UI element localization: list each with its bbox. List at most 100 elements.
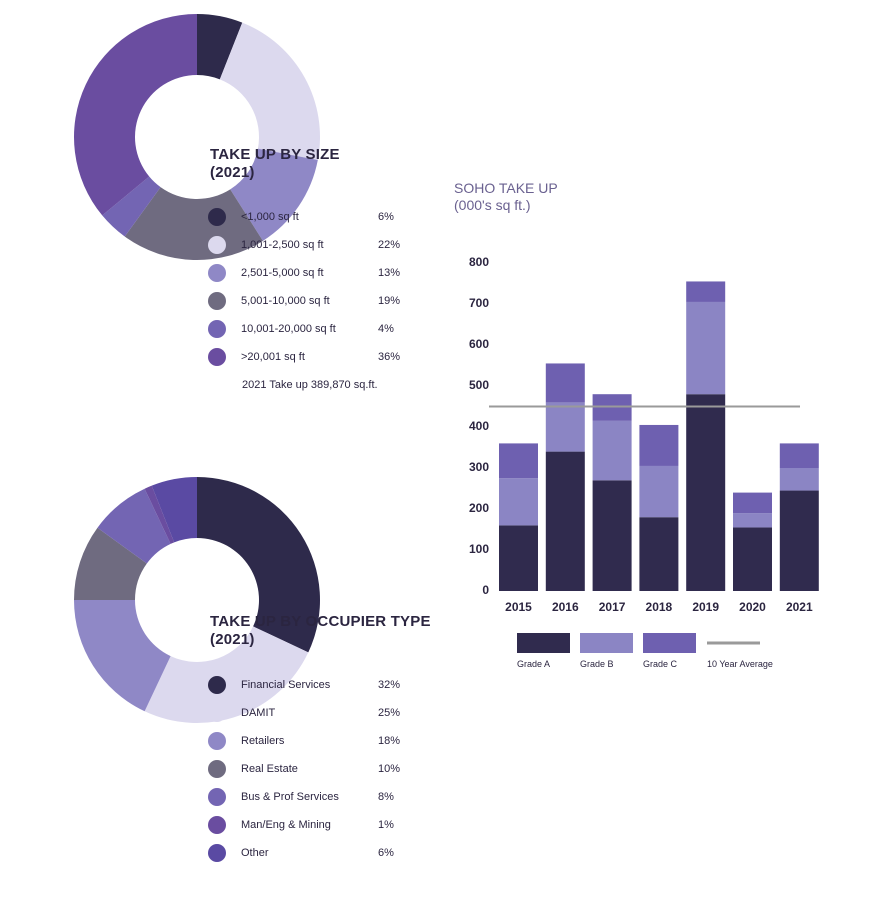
size-total-note: 2021 Take up 389,870 sq.ft.	[242, 379, 378, 391]
legend-value: 18%	[378, 735, 401, 747]
bar-2016-grade-a	[545, 451, 585, 591]
size-panel-title: TAKE UP BY SIZE (2021)	[210, 146, 340, 182]
bar-2019-grade-a	[686, 394, 726, 591]
legend-swatch-grade-c	[643, 633, 696, 653]
bar-title-line1: SOHO TAKE UP	[454, 180, 558, 196]
bar-2016-grade-b	[545, 402, 585, 452]
size-slice-1-000-sq-ft	[197, 14, 243, 80]
legend-label-grade-a: Grade A	[517, 659, 551, 669]
size-slice-1-001-2-500-sq-ft	[219, 22, 320, 161]
legend-label: Bus & Prof Services	[241, 791, 339, 803]
legend-value: 22%	[378, 239, 401, 251]
y-tick-label: 500	[468, 378, 489, 392]
occupier-donut-chart	[74, 477, 320, 723]
size-slice-2-501-5-000-sq-ft	[230, 148, 318, 241]
legend-label: Financial Services	[241, 679, 331, 691]
bar-2019-grade-c	[686, 281, 726, 302]
occupier-title-line2: (2021)	[210, 631, 255, 648]
bar-2017-grade-b	[592, 420, 632, 481]
legend-swatch	[208, 816, 226, 834]
bar-2015-grade-c	[499, 443, 538, 479]
size-title-line2: (2021)	[210, 164, 255, 181]
occupier-slice-real-estate	[74, 527, 147, 600]
bar-2016-grade-c	[545, 363, 585, 403]
legend-label: >20,001 sq ft	[241, 351, 305, 363]
legend-value: 1%	[378, 819, 394, 831]
legend-label-grade-b: Grade B	[580, 659, 614, 669]
x-tick-label: 2020	[739, 600, 766, 614]
legend-swatch-grade-b	[580, 633, 633, 653]
x-tick-label: 2016	[551, 600, 579, 614]
bar-2021-grade-b	[779, 468, 819, 491]
y-tick-label: 200	[468, 501, 489, 515]
legend-swatch	[208, 788, 226, 806]
legend-label: 10,001-20,000 sq ft	[241, 323, 336, 335]
legend-label-ten-year-average: 10 Year Average	[707, 659, 773, 669]
bar-2015-grade-b	[499, 478, 538, 526]
y-tick-label: 0	[482, 583, 489, 597]
legend-swatch	[208, 844, 226, 862]
x-tick-label: 2015	[505, 600, 532, 614]
legend-value: 36%	[378, 351, 401, 363]
bar-2017-grade-a	[592, 480, 632, 591]
occupier-slice-retailers	[74, 600, 171, 712]
legend-value: 10%	[378, 763, 401, 775]
size-donut-chart	[74, 14, 320, 260]
legend-value: 13%	[378, 267, 401, 279]
legend-value: 8%	[378, 791, 394, 803]
legend-label: 1,001-2,500 sq ft	[241, 239, 324, 251]
legend-value: 25%	[378, 707, 401, 719]
legend-swatch	[208, 208, 226, 226]
size-title-line1: TAKE UP BY SIZE	[210, 146, 340, 163]
legend-swatch	[208, 264, 226, 282]
bar-2015-grade-a	[499, 525, 538, 591]
bar-2019-grade-b	[686, 301, 726, 395]
occupier-slice-man-eng-mining	[144, 485, 175, 544]
bar-2020-grade-c	[733, 492, 772, 514]
y-tick-label: 100	[468, 542, 489, 556]
legend-value: 4%	[378, 323, 394, 335]
legend-swatch	[208, 676, 226, 694]
bar-title-line2: (000's sq ft.)	[454, 197, 531, 213]
y-tick-label: 600	[468, 337, 489, 351]
legend-value: 6%	[378, 847, 394, 859]
bar-2021-grade-c	[779, 443, 819, 468]
bar-2020-grade-b	[733, 513, 772, 528]
x-tick-label: 2017	[598, 600, 626, 614]
legend-label: DAMIT	[241, 707, 276, 719]
legend-label-grade-c: Grade C	[643, 659, 678, 669]
legend-swatch	[208, 348, 226, 366]
legend-value: 32%	[378, 679, 401, 691]
legend-label: Real Estate	[241, 763, 298, 775]
legend-label: Retailers	[241, 735, 285, 747]
size-slice-20-001-sq-ft	[74, 14, 197, 216]
occupier-slice-other	[151, 477, 197, 543]
bar-2018-grade-a	[639, 517, 679, 591]
bar-2018-grade-b	[639, 465, 679, 518]
bar-2020-grade-a	[733, 527, 772, 591]
legend-swatch	[208, 760, 226, 778]
legend-swatch	[208, 292, 226, 310]
y-tick-label: 400	[468, 419, 489, 433]
legend-swatch	[208, 236, 226, 254]
legend-swatch-grade-a	[517, 633, 570, 653]
legend-label: Other	[241, 847, 269, 859]
x-tick-label: 2018	[645, 600, 673, 614]
bar-chart-title: SOHO TAKE UP (000's sq ft.)	[454, 180, 558, 214]
bar-2017-grade-c	[592, 394, 632, 421]
legend-swatch	[208, 732, 226, 750]
legend-label: <1,000 sq ft	[241, 211, 299, 223]
take-up-bar-chart	[489, 281, 819, 653]
occupier-slice-bus-prof-services	[97, 488, 171, 564]
legend-swatch	[208, 320, 226, 338]
y-tick-label: 800	[468, 255, 489, 269]
size-slice-5-001-10-000-sq-ft	[124, 187, 263, 260]
legend-label: 2,501-5,000 sq ft	[241, 267, 324, 279]
occupier-slice-damit	[144, 626, 309, 723]
occupier-slice-financial-services	[197, 477, 320, 653]
occupier-panel-title: TAKE UP BY OCCUPIER TYPE (2021)	[210, 613, 431, 649]
bar-2021-grade-a	[779, 490, 819, 591]
y-tick-label: 300	[468, 460, 489, 474]
x-tick-label: 2019	[692, 600, 720, 614]
